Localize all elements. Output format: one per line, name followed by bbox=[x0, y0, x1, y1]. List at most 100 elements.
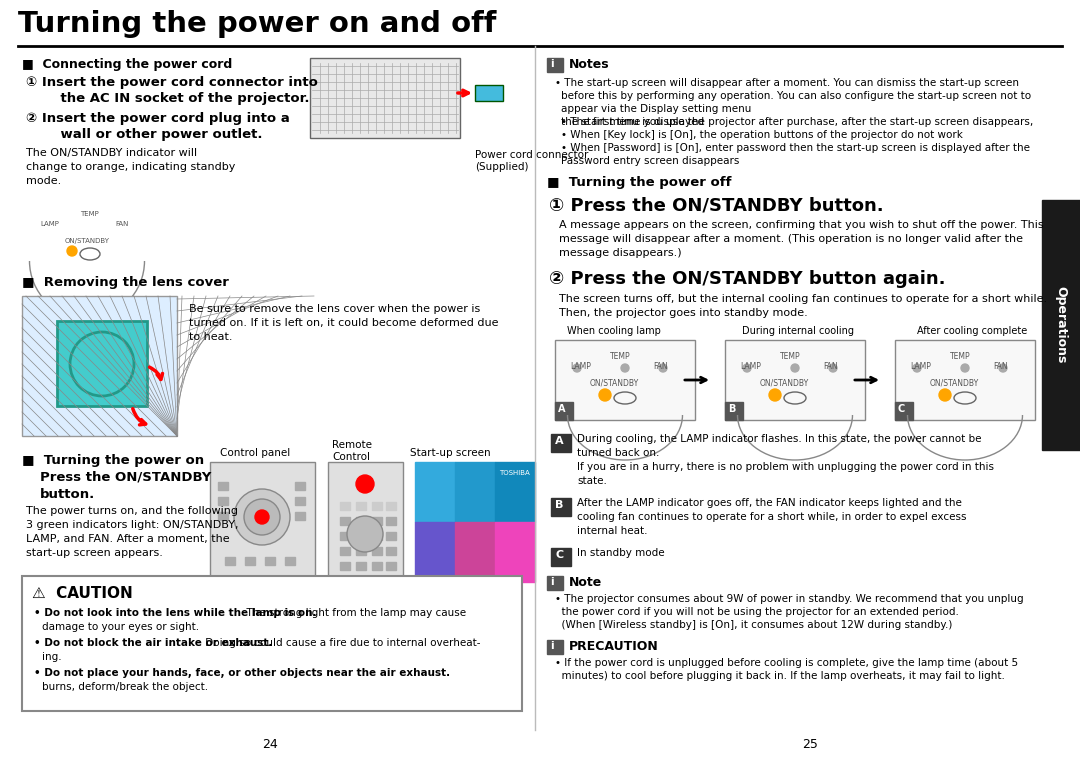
Text: the start menu is displayed: the start menu is displayed bbox=[561, 117, 707, 127]
Circle shape bbox=[67, 246, 77, 256]
Circle shape bbox=[961, 364, 969, 372]
Bar bbox=[22, 576, 522, 711]
Bar bbox=[551, 548, 571, 566]
Text: 3 green indicators light: ON/STANDBY,: 3 green indicators light: ON/STANDBY, bbox=[26, 520, 239, 530]
Bar bbox=[551, 498, 571, 516]
Text: i: i bbox=[550, 59, 554, 69]
Text: wall or other power outlet.: wall or other power outlet. bbox=[42, 128, 262, 141]
Text: LAMP: LAMP bbox=[740, 362, 761, 371]
Text: ① Press the ON/STANDBY button.: ① Press the ON/STANDBY button. bbox=[549, 196, 883, 214]
Bar bbox=[455, 462, 495, 522]
Text: • The first time you use the projector after purchase, after the start-up screen: • The first time you use the projector a… bbox=[561, 117, 1034, 127]
Text: change to orange, indicating standby: change to orange, indicating standby bbox=[26, 162, 235, 172]
Bar bbox=[265, 557, 275, 565]
Bar bbox=[475, 85, 503, 101]
Bar bbox=[295, 497, 305, 505]
Text: ■  Turning the power off: ■ Turning the power off bbox=[546, 176, 731, 189]
Text: • The start-up screen will disappear after a moment. You can dismiss the start-u: • The start-up screen will disappear aft… bbox=[555, 78, 1020, 88]
Text: The power turns on, and the following: The power turns on, and the following bbox=[26, 506, 238, 516]
Bar bbox=[356, 502, 366, 510]
Text: appear via the Display setting menu: appear via the Display setting menu bbox=[561, 104, 755, 114]
Bar bbox=[225, 557, 235, 565]
Circle shape bbox=[599, 389, 611, 401]
Bar bbox=[218, 497, 228, 505]
Bar bbox=[340, 517, 350, 525]
Text: Doing so could cause a fire due to internal overheat-: Doing so could cause a fire due to inter… bbox=[202, 638, 481, 648]
Circle shape bbox=[999, 364, 1007, 372]
Text: Control panel: Control panel bbox=[220, 448, 291, 458]
Text: ON/STANDBY: ON/STANDBY bbox=[590, 378, 639, 387]
Text: TEMP: TEMP bbox=[610, 352, 631, 361]
Bar bbox=[555, 340, 696, 420]
Text: C: C bbox=[897, 404, 905, 414]
Text: ■  Connecting the power cord: ■ Connecting the power cord bbox=[22, 58, 232, 71]
Circle shape bbox=[255, 510, 269, 524]
Circle shape bbox=[769, 389, 781, 401]
Bar bbox=[415, 522, 455, 582]
Bar bbox=[725, 402, 743, 420]
Text: • Do not look into the lens while the lamp is on.: • Do not look into the lens while the la… bbox=[33, 608, 316, 618]
Text: After cooling complete: After cooling complete bbox=[917, 326, 1027, 336]
Text: ing.: ing. bbox=[42, 652, 62, 662]
Text: burns, deform/break the object.: burns, deform/break the object. bbox=[42, 682, 208, 692]
Text: mode.: mode. bbox=[26, 176, 62, 186]
Circle shape bbox=[829, 364, 837, 372]
Text: (Supplied): (Supplied) bbox=[475, 162, 528, 172]
Bar bbox=[356, 562, 366, 570]
Text: Remote: Remote bbox=[332, 440, 372, 450]
Bar bbox=[57, 321, 147, 406]
Text: ON/STANDBY: ON/STANDBY bbox=[760, 378, 809, 387]
Text: FAN: FAN bbox=[823, 362, 838, 371]
Bar bbox=[1042, 200, 1080, 450]
Text: The screen turns off, but the internal cooling fan continues to operate for a sh: The screen turns off, but the internal c… bbox=[559, 294, 1048, 304]
Text: Control: Control bbox=[332, 452, 370, 462]
Bar bbox=[386, 547, 396, 555]
Bar bbox=[328, 462, 403, 582]
Text: ■  Removing the lens cover: ■ Removing the lens cover bbox=[22, 276, 229, 289]
Text: Press the ON/STANDBY: Press the ON/STANDBY bbox=[40, 471, 212, 484]
Text: ON/STANDBY: ON/STANDBY bbox=[65, 238, 110, 244]
Text: After the LAMP indicator goes off, the FAN indicator keeps lighted and the: After the LAMP indicator goes off, the F… bbox=[577, 498, 962, 508]
Text: Turning the power on and off: Turning the power on and off bbox=[18, 10, 497, 38]
Text: ⚠  CAUTION: ⚠ CAUTION bbox=[32, 586, 133, 601]
Bar bbox=[22, 296, 177, 436]
Text: 25: 25 bbox=[802, 738, 818, 751]
Text: Be sure to remove the lens cover when the power is: Be sure to remove the lens cover when th… bbox=[189, 304, 481, 314]
Bar bbox=[218, 482, 228, 490]
Text: ② Press the ON/STANDBY button again.: ② Press the ON/STANDBY button again. bbox=[549, 270, 945, 288]
Text: Note: Note bbox=[569, 576, 603, 589]
Text: (When [Wireless standby] is [On], it consumes about 12W during standby.): (When [Wireless standby] is [On], it con… bbox=[555, 620, 953, 630]
Text: FAN: FAN bbox=[993, 362, 1008, 371]
Circle shape bbox=[573, 364, 581, 372]
Bar bbox=[372, 562, 382, 570]
Bar bbox=[210, 462, 315, 582]
Text: PRECAUTION: PRECAUTION bbox=[569, 640, 659, 653]
Text: A: A bbox=[555, 436, 564, 446]
Bar bbox=[310, 58, 460, 138]
Bar bbox=[372, 517, 382, 525]
Circle shape bbox=[913, 364, 921, 372]
Text: i: i bbox=[550, 577, 554, 587]
Bar bbox=[295, 482, 305, 490]
Text: When cooling lamp: When cooling lamp bbox=[567, 326, 661, 336]
Text: turned on. If it is left on, it could become deformed due: turned on. If it is left on, it could be… bbox=[189, 318, 499, 328]
Text: message will disappear after a moment. (This operation is no longer valid after : message will disappear after a moment. (… bbox=[559, 234, 1023, 244]
Bar bbox=[245, 557, 255, 565]
Text: TEMP: TEMP bbox=[80, 211, 98, 217]
Circle shape bbox=[621, 364, 629, 372]
Text: Start-up screen: Start-up screen bbox=[410, 448, 490, 458]
Bar bbox=[386, 517, 396, 525]
Bar bbox=[551, 434, 571, 452]
Text: FAN: FAN bbox=[114, 221, 129, 227]
Text: LAMP: LAMP bbox=[40, 221, 59, 227]
Text: ON/STANDBY: ON/STANDBY bbox=[930, 378, 980, 387]
Bar bbox=[725, 340, 865, 420]
Text: damage to your eyes or sight.: damage to your eyes or sight. bbox=[42, 622, 199, 632]
Bar bbox=[285, 557, 295, 565]
Circle shape bbox=[234, 489, 291, 545]
Bar bbox=[386, 562, 396, 570]
Circle shape bbox=[244, 499, 280, 535]
Text: turned back on.: turned back on. bbox=[577, 448, 660, 458]
Circle shape bbox=[659, 364, 667, 372]
Text: LAMP: LAMP bbox=[570, 362, 591, 371]
